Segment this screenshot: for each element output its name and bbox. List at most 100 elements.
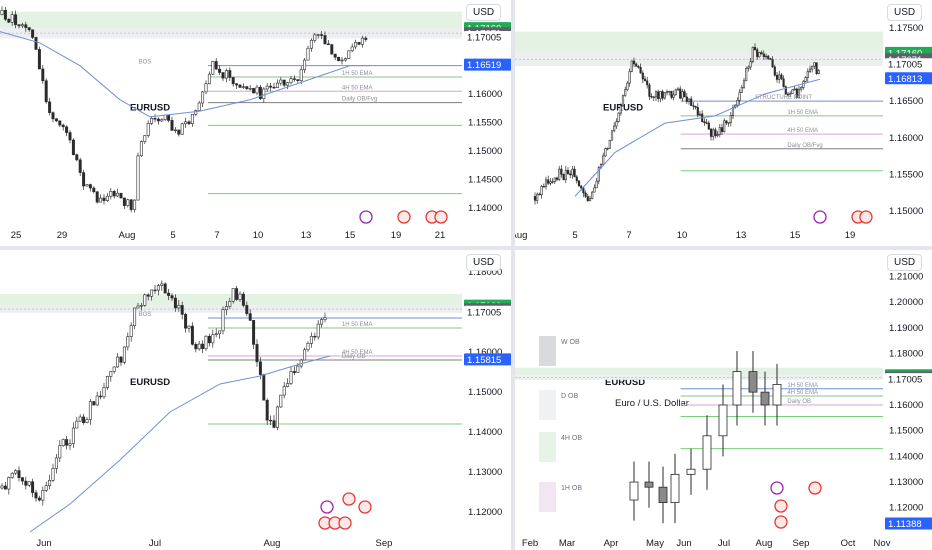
- candle: [668, 90, 671, 93]
- candle: [542, 186, 545, 188]
- candle: [139, 305, 143, 307]
- price-badge-label: 1.17005: [467, 32, 501, 43]
- candle: [48, 101, 52, 113]
- candle: [687, 98, 691, 102]
- price-badge-label: 1.17005: [467, 307, 501, 318]
- candle: [231, 288, 235, 302]
- candle: [153, 289, 157, 292]
- candle: [347, 50, 351, 59]
- candle: [143, 294, 147, 306]
- price-badge: [885, 72, 932, 85]
- candle: [560, 168, 563, 175]
- candle: [88, 184, 92, 189]
- chart-canvas-top-left[interactable]: EURUSD BOS 1H 50 EMA 4H 50 EMA Daily OB/Fvg 1…: [0, 0, 511, 246]
- candle: [714, 129, 717, 136]
- candle: [58, 120, 62, 126]
- candle: [88, 401, 92, 420]
- candle: [31, 481, 35, 493]
- chart-top-right[interactable]: EURUSD STRUCTURE POINT 1H 50 EMA 4H 50 EMA D…: [515, 0, 932, 246]
- candle: [303, 59, 307, 70]
- candle: [621, 95, 625, 107]
- currency-button[interactable]: USD: [466, 4, 502, 21]
- currency-button[interactable]: USD: [466, 254, 502, 271]
- candle: [116, 192, 120, 197]
- analysis-label: 4H 50 EMA: [342, 85, 373, 91]
- candle: [150, 289, 154, 297]
- candle: [129, 325, 133, 337]
- panel-divider-horizontal[interactable]: [0, 246, 932, 250]
- x-tick-label: 19: [845, 230, 856, 241]
- candle: [738, 92, 741, 101]
- candle: [772, 384, 782, 406]
- y-tick-label: 1.12000: [468, 507, 502, 518]
- candle: [712, 129, 715, 137]
- watermark: EURUSD: [603, 103, 643, 114]
- price-badge: [464, 58, 511, 71]
- candle: [235, 288, 239, 300]
- candle: [725, 120, 728, 124]
- x-tick-label: Jul: [149, 538, 161, 549]
- candle: [749, 61, 752, 68]
- watermark-sub: Euro / U.S. Dollar: [615, 398, 689, 409]
- candle: [316, 34, 320, 36]
- candle: [238, 84, 242, 88]
- candle: [20, 24, 24, 27]
- candle: [569, 173, 572, 176]
- chart-canvas-top-right[interactable]: EURUSD STRUCTURE POINT 1H 50 EMA 4H 50 EMA D…: [515, 0, 932, 246]
- currency-button[interactable]: USD: [887, 254, 923, 271]
- candle: [190, 325, 194, 345]
- candle: [326, 43, 330, 46]
- candle: [187, 121, 191, 125]
- candle: [648, 84, 651, 97]
- chart-bottom-right[interactable]: EURUSD Euro / U.S. Dollar W OB D OB 4H OB 1H …: [515, 250, 932, 550]
- candle: [815, 62, 818, 74]
- candle: [626, 82, 629, 91]
- candle: [245, 305, 249, 314]
- candle: [782, 78, 785, 87]
- candle: [279, 79, 283, 84]
- candle: [221, 309, 225, 332]
- chart-canvas-bottom-right[interactable]: EURUSD Euro / U.S. Dollar W OB D OB 4H OB 1H …: [515, 250, 932, 550]
- candle: [716, 134, 719, 136]
- panel-divider-vertical[interactable]: [511, 0, 515, 550]
- candle: [747, 66, 750, 69]
- candle: [245, 86, 249, 89]
- us-flag-icon: [808, 481, 822, 495]
- candle: [340, 59, 344, 62]
- candle: [122, 197, 126, 206]
- candle: [122, 346, 126, 363]
- lightning-icon: [359, 210, 373, 224]
- chart-bottom-left[interactable]: EURUSD BOS 1H 50 EMA 4H 50 EMA Daily OB 1.120…: [0, 250, 511, 550]
- y-tick-label: 1.16500: [889, 96, 923, 107]
- candle: [303, 349, 307, 361]
- chart-top-left[interactable]: EURUSD BOS 1H 50 EMA 4H 50 EMA Daily OB/Fvg 1…: [0, 0, 511, 246]
- x-tick-label: 5: [572, 230, 577, 241]
- candle: [802, 81, 805, 88]
- candle: [44, 485, 48, 491]
- candle: [723, 120, 726, 132]
- price-badge: [885, 58, 932, 71]
- candle: [323, 35, 327, 45]
- candle: [696, 107, 699, 116]
- x-tick-label: Sep: [376, 538, 393, 549]
- candle: [778, 74, 781, 80]
- price-badge: [885, 373, 932, 386]
- candle: [7, 477, 11, 490]
- candle: [536, 193, 539, 201]
- candle: [170, 120, 174, 131]
- analysis-label: BOS: [139, 312, 152, 318]
- x-tick-label: Aug: [264, 538, 281, 549]
- candle: [533, 196, 537, 201]
- candle: [54, 118, 58, 122]
- currency-button[interactable]: USD: [887, 4, 923, 21]
- ob-legend-label: 4H OB: [561, 435, 582, 442]
- y-tick-label: 1.14000: [468, 203, 502, 214]
- candle: [551, 181, 554, 183]
- candle: [555, 177, 559, 180]
- candle: [727, 122, 730, 124]
- candle: [156, 285, 160, 291]
- candle: [14, 470, 18, 474]
- candle: [595, 180, 598, 189]
- candle: [41, 68, 45, 82]
